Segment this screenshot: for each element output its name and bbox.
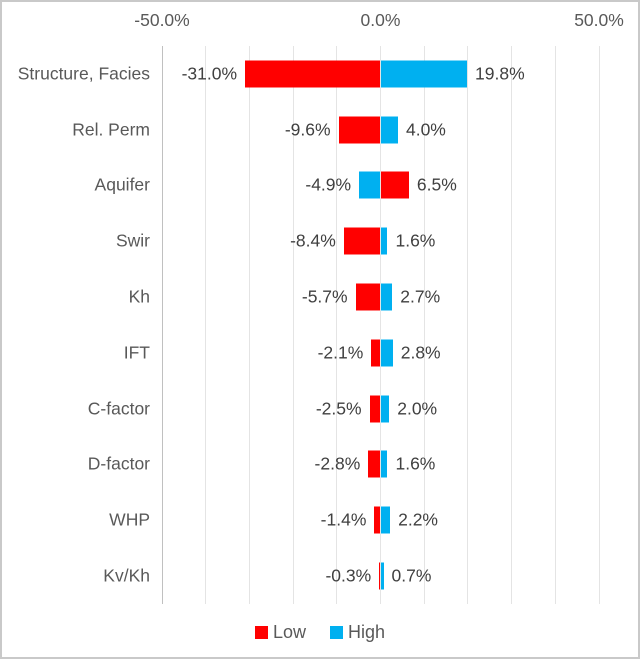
high-bar bbox=[381, 450, 388, 478]
gridline bbox=[598, 46, 600, 604]
positive-value-label: 2.2% bbox=[398, 509, 438, 530]
high-bar bbox=[381, 60, 468, 88]
chart-row: Structure, Facies -31.0% 19.8% bbox=[2, 46, 638, 102]
low-bar bbox=[245, 60, 380, 88]
legend: Low High bbox=[2, 622, 638, 643]
high-bar bbox=[381, 116, 398, 144]
legend-swatch-icon bbox=[330, 626, 343, 639]
low-bar bbox=[371, 339, 380, 367]
chart-row: Aquifer -4.9% 6.5% bbox=[2, 158, 638, 214]
chart-row: Swir -8.4% 1.6% bbox=[2, 213, 638, 269]
category-label: Rel. Perm bbox=[72, 119, 150, 140]
category-label: Kv/Kh bbox=[103, 565, 150, 586]
gridline bbox=[380, 46, 381, 604]
negative-value-label: -2.5% bbox=[315, 398, 362, 419]
low-bar bbox=[381, 171, 409, 199]
gridline bbox=[336, 46, 338, 604]
negative-value-label: -8.4% bbox=[290, 230, 336, 251]
low-bar bbox=[369, 395, 380, 423]
category-label: WHP bbox=[109, 509, 150, 530]
gridline bbox=[554, 46, 556, 604]
high-bar bbox=[381, 395, 390, 423]
x-axis-tick-label: -50.0% bbox=[134, 10, 190, 30]
low-bar bbox=[355, 283, 380, 311]
legend-swatch-icon bbox=[254, 626, 268, 639]
high-bar bbox=[381, 339, 393, 367]
gridline bbox=[511, 46, 513, 604]
positive-value-label: 2.8% bbox=[400, 342, 441, 363]
high-bar bbox=[381, 283, 393, 311]
negative-value-label: -0.3% bbox=[325, 565, 372, 586]
low-bar bbox=[343, 227, 380, 255]
high-bar bbox=[381, 227, 388, 255]
category-label: Aquifer bbox=[94, 174, 150, 195]
category-label: Kh bbox=[128, 286, 150, 307]
category-label: C-factor bbox=[87, 398, 150, 419]
gridline bbox=[205, 46, 207, 604]
legend-item-low: Low bbox=[254, 622, 306, 643]
chart-row: Kv/Kh -0.3% 0.7% bbox=[2, 548, 638, 604]
legend-label: High bbox=[348, 622, 386, 642]
category-label: Swir bbox=[115, 230, 150, 251]
positive-value-label: 19.8% bbox=[475, 63, 525, 84]
high-bar bbox=[381, 562, 384, 590]
chart-row: Rel. Perm -9.6% 4.0% bbox=[2, 102, 638, 158]
x-axis-tick-label: 50.0% bbox=[574, 10, 624, 30]
gridline bbox=[248, 46, 250, 604]
negative-value-label: -2.1% bbox=[317, 342, 364, 363]
legend-label: Low bbox=[272, 622, 306, 642]
chart-row: WHP -1.4% 2.2% bbox=[2, 492, 638, 548]
positive-value-label: 1.6% bbox=[395, 453, 436, 474]
x-axis-tick-label: 0.0% bbox=[360, 10, 401, 30]
chart-row: D-factor -2.8% 1.6% bbox=[2, 437, 638, 493]
vertical-axis-line bbox=[161, 46, 163, 604]
negative-value-label: -31.0% bbox=[181, 63, 238, 84]
chart-row: IFT -2.1% 2.8% bbox=[2, 325, 638, 381]
negative-value-label: -9.6% bbox=[284, 119, 331, 140]
low-bar bbox=[379, 562, 381, 590]
legend-item-high: High bbox=[330, 622, 385, 643]
negative-value-label: -2.8% bbox=[314, 453, 361, 474]
positive-value-label: 6.5% bbox=[416, 174, 457, 195]
gridline bbox=[467, 46, 469, 604]
low-bar bbox=[338, 116, 380, 144]
positive-value-label: 0.7% bbox=[391, 565, 432, 586]
positive-value-label: 1.6% bbox=[395, 230, 436, 251]
gridline bbox=[292, 46, 294, 604]
positive-value-label: 2.0% bbox=[397, 398, 438, 419]
chart-row: Kh -5.7% 2.7% bbox=[2, 269, 638, 325]
negative-value-label: -4.9% bbox=[305, 174, 352, 195]
low-bar bbox=[374, 506, 380, 534]
category-label: D-factor bbox=[87, 453, 150, 474]
negative-value-label: -1.4% bbox=[320, 509, 367, 530]
high-bar bbox=[359, 171, 380, 199]
negative-value-label: -5.7% bbox=[301, 286, 348, 307]
category-label: Structure, Facies bbox=[17, 63, 150, 84]
chart-row: C-factor -2.5% 2.0% bbox=[2, 381, 638, 437]
positive-value-label: 2.7% bbox=[400, 286, 441, 307]
low-bar bbox=[368, 450, 380, 478]
positive-value-label: 4.0% bbox=[405, 119, 446, 140]
high-bar bbox=[381, 506, 391, 534]
category-label: IFT bbox=[123, 342, 150, 363]
gridline bbox=[423, 46, 425, 604]
